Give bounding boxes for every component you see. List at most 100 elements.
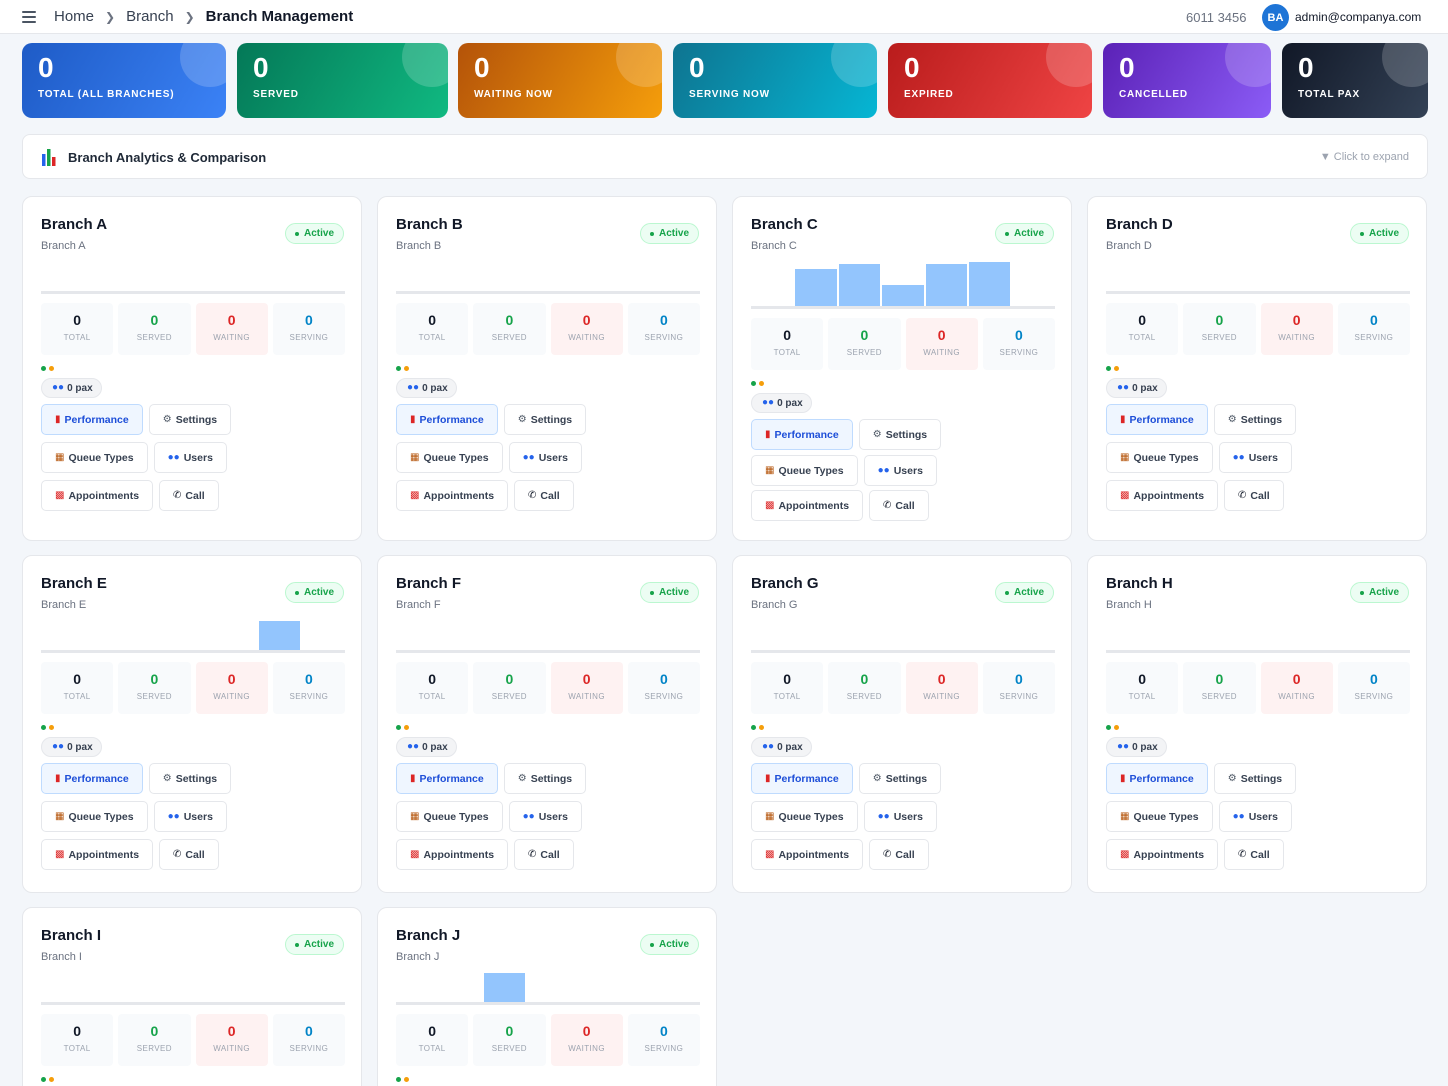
call-button[interactable]: ✆ Call xyxy=(869,490,929,521)
branch-subtitle: Branch G xyxy=(751,599,798,611)
stat-value: 0 xyxy=(689,52,705,83)
users-icon: ●● xyxy=(762,741,775,752)
analytics-title: Branch Analytics & Comparison xyxy=(68,150,267,165)
status-label: Active xyxy=(1368,587,1399,598)
chart-bar xyxy=(259,621,301,650)
settings-button[interactable]: ⚙ Settings xyxy=(858,419,942,450)
status-badge: Active xyxy=(1349,223,1409,244)
status-dots xyxy=(751,725,764,730)
settings-button[interactable]: ⚙ Settings xyxy=(148,404,232,435)
queue-types-button[interactable]: ▦ Queue Types xyxy=(41,442,148,473)
status-dot-icon xyxy=(294,231,299,236)
settings-button[interactable]: ⚙ Settings xyxy=(148,763,232,794)
stat-label: WAITING NOW xyxy=(474,89,553,100)
metric-label: SERVED xyxy=(846,348,882,357)
users-label: Users xyxy=(893,464,923,477)
metric-value: 0 xyxy=(227,1023,236,1039)
settings-button[interactable]: ⚙ Settings xyxy=(858,763,942,794)
activity-chart xyxy=(1106,257,1410,294)
metric-label: SERVED xyxy=(491,333,527,342)
appointments-button[interactable]: ▩ Appointments xyxy=(1106,839,1219,870)
pax-badge: ●● 0 pax xyxy=(1106,737,1167,757)
performance-button[interactable]: ▮ Performance xyxy=(396,763,498,794)
appointments-button[interactable]: ▩ Appointments xyxy=(751,490,864,521)
users-button[interactable]: ●● Users xyxy=(153,801,227,832)
call-button[interactable]: ✆ Call xyxy=(514,480,574,511)
call-button[interactable]: ✆ Call xyxy=(159,839,219,870)
metric-value: 0 xyxy=(73,312,82,328)
queue-types-button[interactable]: ▦ Queue Types xyxy=(1106,801,1213,832)
chart-bar xyxy=(795,269,837,306)
button-row: ▮ Performance ⚙ Settings xyxy=(41,404,232,435)
amber-dot-icon xyxy=(404,1077,409,1082)
branch-name: Branch E xyxy=(41,575,107,592)
appointments-button[interactable]: ▩ Appointments xyxy=(41,839,154,870)
call-button[interactable]: ✆ Call xyxy=(514,839,574,870)
queue-types-button[interactable]: ▦ Queue Types xyxy=(396,801,503,832)
users-button[interactable]: ●● Users xyxy=(508,442,582,473)
queue-types-button[interactable]: ▦ Queue Types xyxy=(396,442,503,473)
users-button[interactable]: ●● Users xyxy=(153,442,227,473)
button-row: ▦ Queue Types ●● Users xyxy=(751,455,937,486)
users-button[interactable]: ●● Users xyxy=(863,455,937,486)
gear-icon: ⚙ xyxy=(1227,772,1237,784)
performance-button[interactable]: ▮ Performance xyxy=(396,404,498,435)
status-badge: Active xyxy=(284,223,344,244)
clipboard-icon: ▦ xyxy=(1120,810,1130,822)
metric-value: 0 xyxy=(860,671,869,687)
appointments-button[interactable]: ▩ Appointments xyxy=(396,480,509,511)
call-label: Call xyxy=(185,848,205,861)
appointments-label: Appointments xyxy=(423,848,495,861)
avatar[interactable]: BA xyxy=(1262,4,1289,31)
settings-button[interactable]: ⚙ Settings xyxy=(1213,404,1297,435)
queue-types-button[interactable]: ▦ Queue Types xyxy=(751,801,858,832)
users-button[interactable]: ●● Users xyxy=(1218,442,1292,473)
queue-types-button[interactable]: ▦ Queue Types xyxy=(751,455,858,486)
performance-button[interactable]: ▮ Performance xyxy=(41,763,143,794)
call-button[interactable]: ✆ Call xyxy=(1224,480,1284,511)
metric-total: 0 TOTAL xyxy=(41,662,114,714)
expand-toggle[interactable]: ▼ Click to expand xyxy=(1320,151,1409,163)
appointments-button[interactable]: ▩ Appointments xyxy=(396,839,509,870)
appointments-button[interactable]: ▩ Appointments xyxy=(1106,480,1219,511)
metric-value: 0 xyxy=(659,1023,668,1039)
appointments-button[interactable]: ▩ Appointments xyxy=(41,480,154,511)
call-label: Call xyxy=(1250,489,1270,502)
performance-button[interactable]: ▮ Performance xyxy=(41,404,143,435)
green-dot-icon xyxy=(751,725,756,730)
settings-button[interactable]: ⚙ Settings xyxy=(1213,763,1297,794)
performance-button[interactable]: ▮ Performance xyxy=(751,763,853,794)
call-button[interactable]: ✆ Call xyxy=(159,480,219,511)
performance-button[interactable]: ▮ Performance xyxy=(1106,404,1208,435)
status-badge: Active xyxy=(1349,582,1409,603)
appointments-button[interactable]: ▩ Appointments xyxy=(751,839,864,870)
metric-value: 0 xyxy=(1215,671,1224,687)
call-button[interactable]: ✆ Call xyxy=(1224,839,1284,870)
users-button[interactable]: ●● Users xyxy=(863,801,937,832)
users-button[interactable]: ●● Users xyxy=(1218,801,1292,832)
metric-value: 0 xyxy=(1014,671,1023,687)
queue-types-label: Queue Types xyxy=(778,810,844,823)
menu-icon[interactable] xyxy=(22,11,36,23)
amber-dot-icon xyxy=(49,1077,54,1082)
metric-label: SERVING xyxy=(1354,333,1394,342)
breadcrumb-home[interactable]: Home xyxy=(54,8,95,25)
status-badge: Active xyxy=(284,934,344,955)
calendar-icon: ▩ xyxy=(55,489,65,501)
settings-button[interactable]: ⚙ Settings xyxy=(503,763,587,794)
performance-button[interactable]: ▮ Performance xyxy=(751,419,853,450)
metric-value: 0 xyxy=(1292,671,1301,687)
user-email[interactable]: admin@companya.com xyxy=(1295,10,1422,24)
queue-types-button[interactable]: ▦ Queue Types xyxy=(1106,442,1213,473)
users-button[interactable]: ●● Users xyxy=(508,801,582,832)
branch-name: Branch D xyxy=(1106,216,1173,233)
breadcrumb-branch[interactable]: Branch xyxy=(126,8,174,25)
performance-button[interactable]: ▮ Performance xyxy=(1106,763,1208,794)
call-button[interactable]: ✆ Call xyxy=(869,839,929,870)
metric-served: 0 SERVED xyxy=(473,1014,546,1066)
queue-types-button[interactable]: ▦ Queue Types xyxy=(41,801,148,832)
metric-label: WAITING xyxy=(1278,692,1315,701)
activity-chart xyxy=(396,968,700,1005)
analytics-panel-toggle[interactable]: Branch Analytics & Comparison ▼ Click to… xyxy=(22,134,1428,179)
settings-button[interactable]: ⚙ Settings xyxy=(503,404,587,435)
